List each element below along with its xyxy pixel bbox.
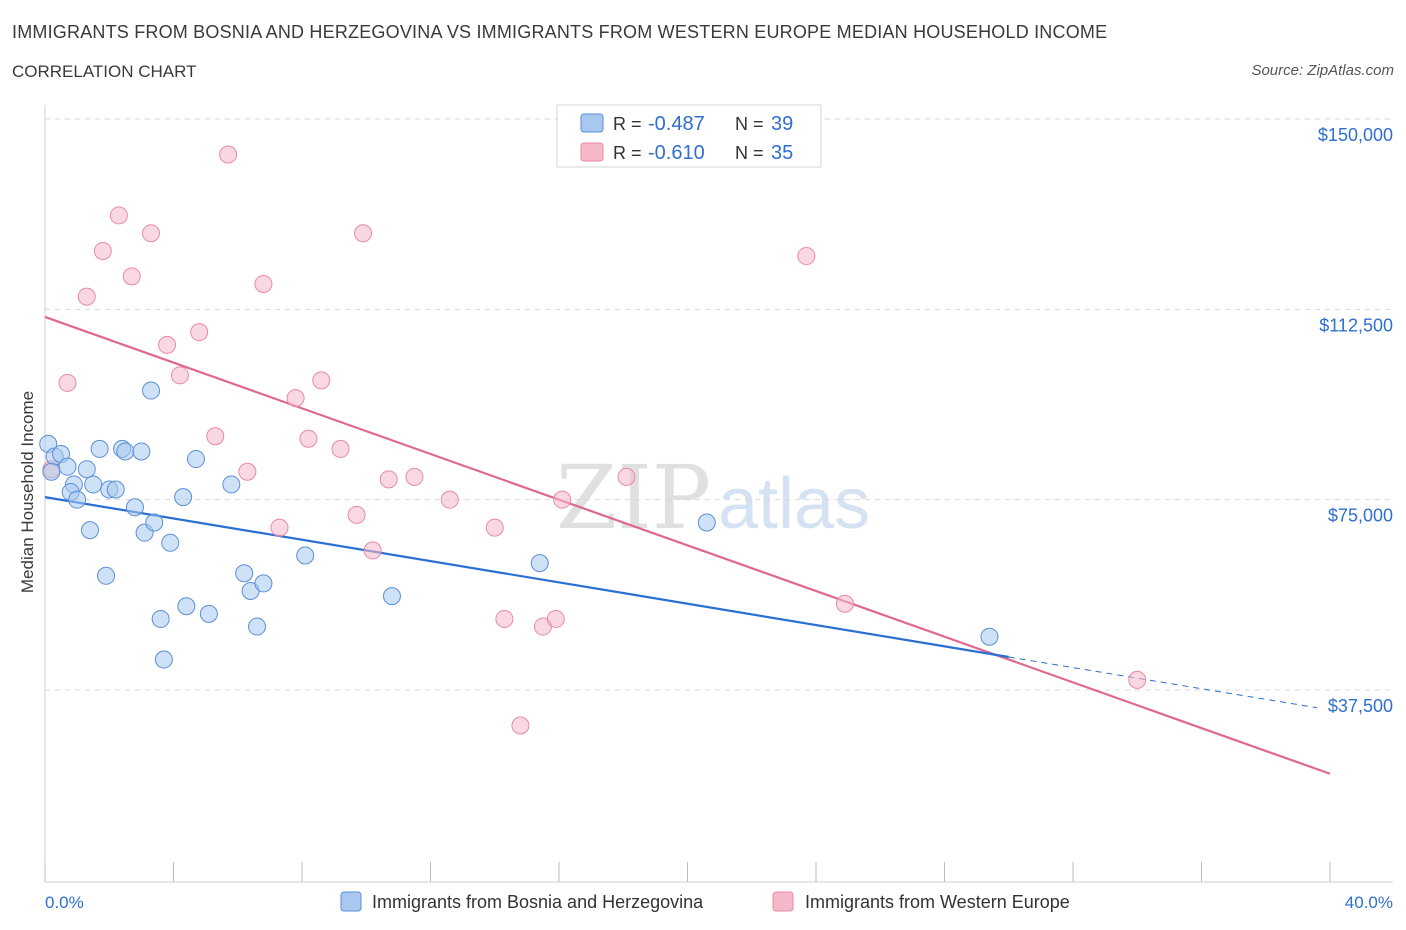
point-bosnia [80, 521, 99, 540]
point-bosnia [77, 460, 96, 479]
point-western-europe [1128, 670, 1147, 689]
point-bosnia [125, 498, 144, 517]
point-bosnia [154, 650, 173, 669]
trendline-bosnia-extension [1008, 656, 1318, 709]
point-western-europe [238, 462, 257, 481]
point-western-europe [270, 518, 289, 537]
point-bosnia [116, 442, 135, 461]
point-bosnia [254, 574, 273, 593]
point-western-europe [495, 609, 514, 628]
y-tick-label: $150,000 [1318, 125, 1393, 145]
point-western-europe [440, 490, 459, 509]
legend-swatch-blue [580, 113, 604, 133]
point-bosnia [106, 480, 125, 499]
point-western-europe [190, 323, 209, 342]
point-western-europe [158, 335, 177, 354]
x-tick-label-max: 40.0% [1345, 893, 1393, 912]
point-western-europe [347, 505, 366, 524]
point-bosnia [151, 609, 170, 628]
point-bosnia [97, 566, 116, 585]
watermark-zip: ZIP [556, 446, 711, 549]
trendline-bosnia [44, 496, 1009, 659]
point-western-europe [835, 594, 854, 613]
legend-r-label-1: R = [613, 114, 642, 134]
gridlines [45, 118, 1393, 691]
point-bosnia [161, 533, 180, 552]
series-legend-label-pink: Immigrants from Western Europe [805, 892, 1070, 912]
point-western-europe [405, 467, 424, 486]
point-bosnia [530, 554, 549, 573]
stats-legend: R = -0.487 N = 39 R = -0.610 N = 35 [556, 104, 822, 168]
point-bosnia [132, 442, 151, 461]
y-axis-label: Median Household Income [18, 391, 37, 593]
legend-r-label-2: R = [613, 143, 642, 163]
watermark-atlas: atlas [718, 464, 870, 544]
axes: $150,000 $112,500 $75,000 $37,500 [44, 105, 1393, 883]
point-western-europe [286, 389, 305, 408]
point-western-europe [77, 287, 96, 306]
point-bosnia [145, 513, 164, 532]
point-bosnia [697, 513, 716, 532]
y-tick-label: $112,500 [1319, 315, 1393, 335]
point-western-europe [142, 224, 161, 243]
y-tick-label: $37,500 [1328, 696, 1393, 716]
series-legend-swatch-pink [772, 891, 794, 912]
point-bosnia [142, 381, 161, 400]
trendline-western-europe [44, 315, 1331, 775]
point-western-europe [354, 224, 373, 243]
point-western-europe [299, 429, 318, 448]
point-western-europe [170, 366, 189, 385]
point-bosnia [42, 462, 61, 481]
point-bosnia [980, 627, 999, 646]
point-western-europe [122, 267, 141, 286]
series-legend-swatch-blue [340, 891, 362, 912]
point-bosnia [68, 490, 87, 509]
point-western-europe [553, 490, 572, 509]
data-points [39, 145, 1147, 735]
trend-lines [44, 315, 1331, 775]
point-bosnia [382, 587, 401, 606]
point-western-europe [312, 371, 331, 390]
point-bosnia [199, 604, 218, 623]
y-tick-label: $75,000 [1328, 506, 1393, 526]
point-western-europe [93, 241, 112, 260]
point-bosnia [90, 439, 109, 458]
point-western-europe [219, 145, 238, 164]
legend-swatch-pink [580, 142, 604, 162]
point-western-europe [363, 541, 382, 560]
point-bosnia [248, 617, 267, 636]
x-tick-label-min: 0.0% [45, 893, 84, 912]
series-legend: Immigrants from Bosnia and Herzegovina I… [340, 891, 1070, 912]
chart-subtitle: CORRELATION CHART [12, 62, 197, 81]
legend-n-value-2: 35 [771, 142, 793, 164]
point-bosnia [84, 475, 103, 494]
point-western-europe [485, 518, 504, 537]
point-western-europe [617, 467, 636, 486]
legend-r-value-1: -0.487 [648, 113, 705, 135]
legend-n-label-1: N = [735, 114, 764, 134]
point-western-europe [511, 716, 530, 735]
point-bosnia [235, 564, 254, 583]
point-bosnia [296, 546, 315, 565]
point-western-europe [58, 373, 77, 392]
point-bosnia [177, 597, 196, 616]
point-western-europe [254, 274, 273, 293]
series-legend-label-blue: Immigrants from Bosnia and Herzegovina [372, 892, 704, 912]
chart-title: IMMIGRANTS FROM BOSNIA AND HERZEGOVINA V… [12, 22, 1108, 42]
point-bosnia [58, 457, 77, 476]
point-western-europe [206, 427, 225, 446]
point-western-europe [546, 609, 565, 628]
point-western-europe [797, 247, 816, 266]
legend-n-label-2: N = [735, 143, 764, 163]
point-western-europe [379, 470, 398, 489]
point-bosnia [186, 450, 205, 469]
legend-r-value-2: -0.610 [648, 142, 705, 164]
point-bosnia [222, 475, 241, 494]
point-bosnia [174, 488, 193, 507]
legend-n-value-1: 39 [771, 113, 793, 135]
point-western-europe [109, 206, 128, 225]
source-label: Source: ZipAtlas.com [1251, 62, 1394, 79]
point-western-europe [331, 439, 350, 458]
